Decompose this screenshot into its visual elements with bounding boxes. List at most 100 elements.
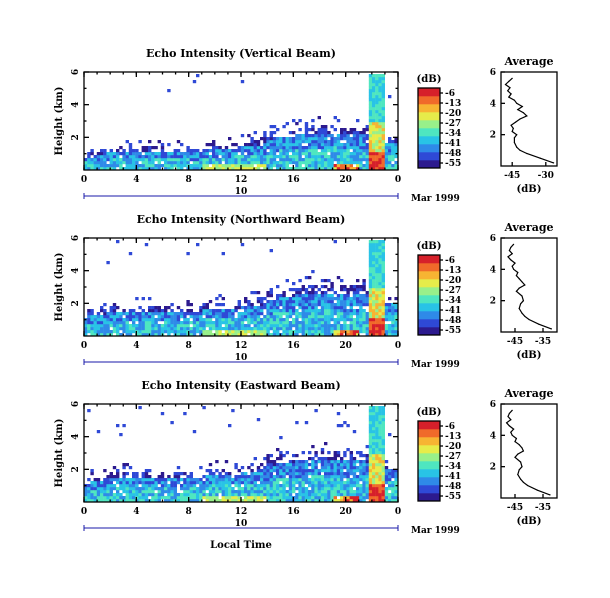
heatmap-cell xyxy=(333,128,337,132)
heatmap-cell xyxy=(224,158,229,162)
heatmap-cell xyxy=(375,454,379,458)
heatmap-cell xyxy=(311,149,315,153)
heatmap-cell xyxy=(199,158,203,162)
heatmap-cell xyxy=(352,469,357,473)
heatmap-cell xyxy=(391,487,395,491)
heatmap-cell xyxy=(93,481,97,485)
colorbar-tick-label: -6 xyxy=(445,256,455,266)
heatmap-cell xyxy=(301,451,305,455)
heatmap-cell xyxy=(151,324,155,328)
heatmap-cell xyxy=(106,493,110,497)
heatmap-cell xyxy=(388,155,392,159)
heatmap-cell xyxy=(167,158,171,162)
heatmap-cell xyxy=(368,327,373,331)
heatmap-cell xyxy=(253,481,257,485)
heatmap-cell xyxy=(372,137,376,141)
heatmap-cell xyxy=(276,128,280,132)
heatmap-cell xyxy=(247,167,251,171)
heatmap-cell xyxy=(288,143,293,147)
heatmap-cell xyxy=(103,318,107,322)
heatmap-cell xyxy=(266,309,270,313)
heatmap-cell xyxy=(276,149,280,153)
heatmap-cell xyxy=(356,140,360,144)
profile-y-tick-label: 2 xyxy=(490,463,496,473)
heatmap-cell xyxy=(349,164,353,168)
heatmap-cell xyxy=(391,481,395,485)
heatmap-cell xyxy=(173,164,177,168)
heatmap-cell xyxy=(212,312,216,316)
heatmap-cell xyxy=(295,122,299,126)
heatmap-cell xyxy=(93,330,97,334)
heatmap-cell xyxy=(279,164,283,168)
heatmap-cell xyxy=(381,318,385,322)
heatmap-cell xyxy=(295,481,299,485)
heatmap-cell xyxy=(218,481,222,485)
colorbar-segment xyxy=(418,445,440,448)
heatmap-cell xyxy=(378,409,382,413)
profile-y-tick-label: 4 xyxy=(490,99,496,109)
heatmap-cell xyxy=(356,134,360,138)
heatmap-cell xyxy=(272,315,277,319)
heatmap-cell xyxy=(349,454,353,458)
heatmap-cell xyxy=(250,493,254,497)
heatmap-cell xyxy=(231,493,235,497)
heatmap-cell xyxy=(244,327,248,331)
heatmap-cell xyxy=(224,330,229,334)
heatmap-cell xyxy=(340,457,344,461)
heatmap-cell xyxy=(381,418,385,422)
colorbar-segment xyxy=(418,293,440,296)
profile-point xyxy=(517,453,519,455)
heatmap-cell xyxy=(116,312,120,316)
heatmap-cell xyxy=(368,330,373,334)
colorbar-segment xyxy=(418,333,440,336)
heatmap-cell xyxy=(304,155,309,159)
heatmap-cell xyxy=(157,493,161,497)
heatmap-cell xyxy=(256,297,261,301)
heatmap-cell xyxy=(352,300,357,304)
heatmap-cell xyxy=(304,288,309,292)
heatmap-cell xyxy=(100,324,104,328)
heatmap-cell xyxy=(240,158,245,162)
heatmap-cell xyxy=(349,155,353,159)
heatmap-cell xyxy=(154,333,158,337)
heatmap-cell xyxy=(244,143,248,147)
heatmap-cell xyxy=(381,167,385,171)
heatmap-cell xyxy=(87,312,91,316)
heatmap-cell xyxy=(100,318,104,322)
heatmap-cell xyxy=(384,303,389,307)
heatmap-cell xyxy=(365,158,369,162)
heatmap-cell xyxy=(368,306,373,310)
heatmap-cell xyxy=(244,484,248,488)
heatmap-cell xyxy=(362,143,366,147)
heatmap-cell xyxy=(324,466,328,470)
heatmap-cell xyxy=(100,167,104,171)
heatmap-cell xyxy=(128,318,133,322)
heatmap-cell xyxy=(103,481,107,485)
heatmap-cell xyxy=(119,146,123,150)
heatmap-cell xyxy=(381,463,385,467)
heatmap-cell xyxy=(138,490,142,494)
heatmap-cell xyxy=(148,312,152,316)
heatmap-cell xyxy=(176,167,181,171)
heatmap-cell xyxy=(272,499,277,503)
heatmap-cell xyxy=(112,306,117,310)
profile-x-tick-label: -45 xyxy=(507,337,523,347)
heatmap-cell xyxy=(276,318,280,322)
heatmap-cell xyxy=(266,466,270,470)
heatmap-cell xyxy=(234,143,238,147)
heatmap-cell xyxy=(343,128,347,132)
heatmap-cell xyxy=(336,143,341,147)
heatmap-cell xyxy=(365,161,369,165)
heatmap-cell xyxy=(224,309,229,313)
heatmap-cell xyxy=(260,475,264,479)
heatmap-cell xyxy=(368,113,373,117)
heatmap-cell xyxy=(375,86,379,90)
heatmap-cell xyxy=(320,134,325,138)
heatmap-cell xyxy=(368,146,373,150)
heatmap-cell xyxy=(154,496,158,500)
heatmap-cell xyxy=(301,288,305,292)
heatmap-cell xyxy=(96,167,101,171)
heatmap-cell xyxy=(244,297,248,301)
heatmap-cell xyxy=(151,152,155,156)
heatmap-cell xyxy=(375,333,379,337)
